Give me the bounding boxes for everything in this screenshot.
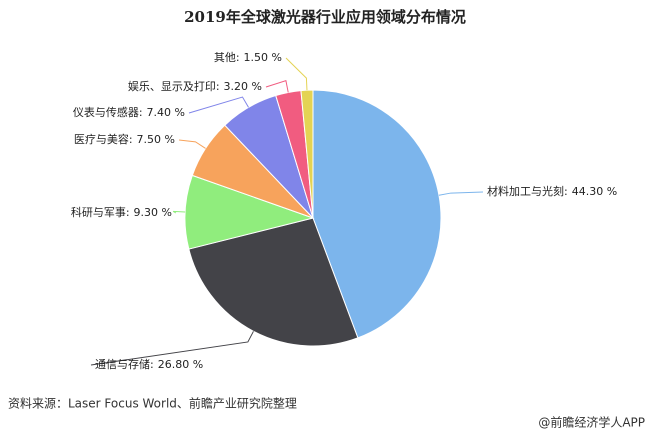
pie-slice xyxy=(312,89,442,339)
value-label: 26.80 % xyxy=(158,358,203,371)
value-label: 9.30 % xyxy=(134,206,172,219)
category-label: 医疗与美容: xyxy=(74,132,133,146)
source-note: 资料来源：Laser Focus World、前瞻产业研究院整理 xyxy=(8,396,297,411)
data-label: 娱乐、显示及打印: 3.20 % xyxy=(128,79,262,93)
leader-line xyxy=(178,139,206,149)
data-label: 通信与存储: 26.80 % xyxy=(95,357,203,371)
data-label: 科研与军事: 9.30 % xyxy=(71,205,172,219)
pie-slice xyxy=(188,217,359,347)
leader-line xyxy=(438,191,484,196)
category-label: 仪表与传感器: xyxy=(73,105,143,119)
value-label: 1.50 % xyxy=(244,51,282,64)
category-label: 其他: xyxy=(214,51,240,64)
leader-line xyxy=(285,57,308,91)
value-label: 7.40 % xyxy=(147,106,185,119)
value-label: 7.50 % xyxy=(137,133,175,146)
chart-title: 2019年全球激光器行业应用领域分布情况 xyxy=(184,8,466,26)
data-label: 材料加工与光刻: 44.30 % xyxy=(487,184,617,198)
category-label: 通信与存储: xyxy=(95,357,154,371)
leader-line xyxy=(188,96,249,114)
data-label: 仪表与传感器: 7.40 % xyxy=(73,105,185,119)
leader-line xyxy=(172,210,186,214)
pie-slice xyxy=(300,89,314,219)
value-label: 44.30 % xyxy=(572,185,617,198)
category-label: 科研与军事: xyxy=(71,205,130,219)
value-label: 3.20 % xyxy=(224,80,262,93)
leader-line xyxy=(265,80,289,93)
category-label: 材料加工与光刻: xyxy=(487,184,568,198)
data-label: 其他: 1.50 % xyxy=(214,51,282,64)
data-label: 医疗与美容: 7.50 % xyxy=(74,132,175,146)
credit: @前瞻经济学人APP xyxy=(538,415,645,430)
leader-line xyxy=(90,331,254,366)
category-label: 娱乐、显示及打印: xyxy=(128,79,220,93)
